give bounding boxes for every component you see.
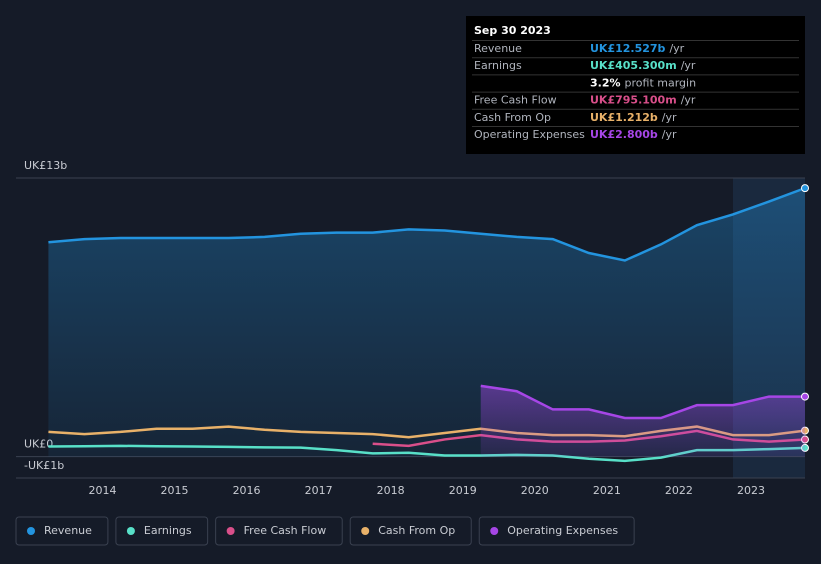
x-tick-label: 2021 xyxy=(593,484,621,497)
tooltip-value-suffix: /yr xyxy=(662,111,677,124)
legend-button[interactable] xyxy=(478,516,635,546)
legend-swatch[interactable] xyxy=(226,527,235,535)
tooltip-label: Cash From Op xyxy=(474,111,551,124)
x-tick-label: 2019 xyxy=(449,484,477,497)
tooltip: Sep 30 2023 Revenue UK£12.527b/yr Earnings… xyxy=(466,16,805,154)
tooltip-label: Revenue xyxy=(474,42,522,55)
x-tick-label: 2023 xyxy=(737,484,765,497)
tooltip-value-number: UK£795.100m xyxy=(590,94,677,107)
area xyxy=(480,385,805,457)
legend-label[interactable]: Earnings xyxy=(144,524,192,537)
x-tick-label: 2022 xyxy=(665,484,693,497)
tooltip-value-suffix: /yr xyxy=(669,42,684,55)
tooltip-value-number: UK£405.300m xyxy=(590,59,677,72)
tooltip-label: Earnings xyxy=(474,59,522,72)
line xyxy=(48,186,806,262)
tooltip-value: UK£795.100m/yr xyxy=(590,94,696,107)
tooltip-box xyxy=(466,16,805,154)
legend-item[interactable]: Free Cash Flow xyxy=(215,516,343,546)
tooltip-value: UK£1.212b/yr xyxy=(590,111,677,124)
tooltip-value: UK£2.800b/yr xyxy=(590,128,677,141)
tooltip-label: Operating Expenses xyxy=(474,128,585,141)
tooltip-value-suffix: profit margin xyxy=(625,76,697,89)
legend-label[interactable]: Free Cash Flow xyxy=(244,524,327,537)
tooltip-label: Free Cash Flow xyxy=(474,94,557,107)
legend-label[interactable]: Operating Expenses xyxy=(507,524,618,537)
legend-item[interactable]: Revenue xyxy=(15,516,109,546)
legend-button[interactable] xyxy=(15,516,109,546)
y-tick-label: -UK£1b xyxy=(24,459,64,472)
y-tick-label: UK£13b xyxy=(24,159,67,172)
x-tick-label: 2015 xyxy=(161,484,189,497)
tooltip-value: UK£405.300m/yr xyxy=(590,59,696,72)
tooltip-value-number: UK£1.212b xyxy=(590,111,658,124)
legend-item[interactable]: Earnings xyxy=(115,516,209,546)
line xyxy=(480,384,805,420)
legend-button[interactable] xyxy=(215,516,343,546)
x-tick-label: 2016 xyxy=(233,484,261,497)
tooltip-value-number: UK£2.800b xyxy=(590,128,658,141)
x-tick-label: 2018 xyxy=(377,484,405,497)
legend-button[interactable] xyxy=(115,516,209,546)
legend-item[interactable]: Operating Expenses xyxy=(478,516,635,546)
tooltip-value: UK£12.527b/yr xyxy=(590,42,685,55)
tooltip-value-suffix: /yr xyxy=(681,94,696,107)
x-tick-label: 2014 xyxy=(88,484,116,497)
tooltip-date: Sep 30 2023 xyxy=(474,24,551,37)
tooltip-value-suffix: /yr xyxy=(681,59,696,72)
tooltip-value: 3.2% profit margin xyxy=(590,76,696,89)
tooltip-value-number: UK£12.527b xyxy=(590,42,666,55)
tooltip-value-suffix: /yr xyxy=(662,128,677,141)
area xyxy=(48,188,805,457)
legend-swatch[interactable] xyxy=(126,527,135,535)
legend-label[interactable]: Cash From Op xyxy=(378,524,455,537)
x-tick-label: 2017 xyxy=(305,484,333,497)
end-marker xyxy=(801,392,809,401)
end-marker xyxy=(801,184,809,193)
legend-swatch[interactable] xyxy=(27,527,35,535)
legend-swatch[interactable] xyxy=(361,527,370,535)
legend-button[interactable] xyxy=(349,516,472,546)
legend-item[interactable]: Cash From Op xyxy=(349,516,472,546)
legend-swatch[interactable] xyxy=(490,527,499,535)
legend-label[interactable]: Revenue xyxy=(44,524,92,537)
x-tick-label: 2020 xyxy=(521,484,549,497)
tooltip-value-number: 3.2% xyxy=(590,76,621,89)
y-tick-label: UK£0 xyxy=(24,438,53,451)
